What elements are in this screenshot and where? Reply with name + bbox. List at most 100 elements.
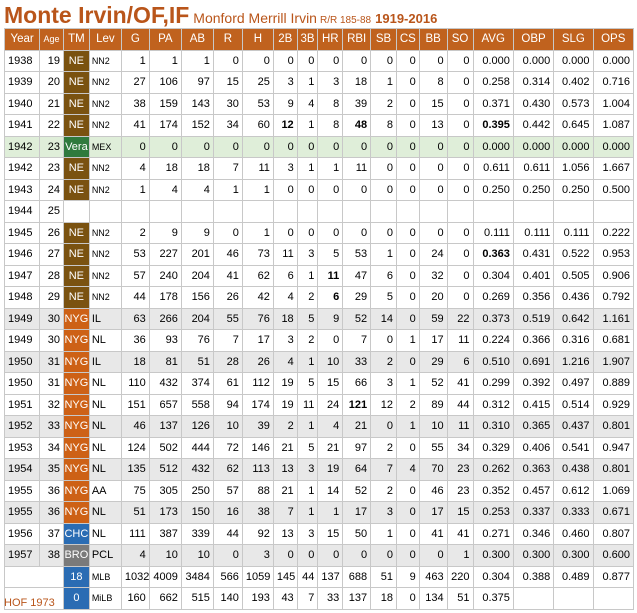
col-header-h[interactable]: H	[241, 28, 274, 51]
total-sb: 18	[370, 587, 397, 610]
team-badge[interactable]: NYG	[62, 436, 90, 459]
cell-obp: 0.356	[512, 286, 555, 309]
col-header-g[interactable]: G	[120, 28, 150, 51]
table-row: 1938 19 NE NN2 1 1 1 0 0 0 0 0 0 0 0 0 0 0.000 0.000 0.000 0…	[3, 49, 635, 72]
total-ab: 3484	[180, 565, 214, 588]
totals-row: 18 MLB 1032 4009 3484 566 1059 145 44 137 688 51 9 46…	[4, 565, 635, 588]
cell-hr: 1	[317, 501, 344, 524]
team-badge[interactable]: BRO	[62, 544, 90, 567]
team-badge[interactable]: NYG	[62, 372, 90, 395]
col-header-year[interactable]: Year	[3, 28, 41, 51]
team-badge[interactable]: NE	[62, 157, 90, 180]
team-badge[interactable]: NYG	[62, 415, 90, 438]
cell-hr	[317, 200, 344, 223]
cell-hr: 0	[317, 544, 344, 567]
col-header-3b[interactable]: 3B	[296, 28, 319, 51]
cell-g: 135	[120, 458, 150, 481]
team-badge[interactable]: NE	[62, 71, 90, 94]
cell-bb: 0	[418, 135, 448, 158]
totals-row: 0 MiLB 160 662 515 140 193 43 7 33 137 18 0 134 51 0.37…	[4, 587, 635, 610]
col-header-sb[interactable]: SB	[370, 28, 397, 51]
cell-slg: 0.316	[553, 329, 594, 352]
col-header-2b[interactable]: 2B	[272, 28, 298, 51]
cell-h: 3	[241, 544, 274, 567]
col-header-rbi[interactable]: RBI	[342, 28, 372, 51]
col-header-cs[interactable]: CS	[395, 28, 420, 51]
cell-hr: 3	[317, 71, 344, 94]
table-row: 1939 20 NE NN2 27 106 97 15 25 3 1 3 18 1 0 8 0 0.258 0.31…	[3, 71, 635, 94]
col-header-ab[interactable]: AB	[180, 28, 214, 51]
team-badge[interactable]: NE	[62, 114, 90, 137]
cell-year: 1942	[3, 135, 41, 158]
col-header-obp[interactable]: OBP	[512, 28, 555, 51]
cell-obp: 0.314	[512, 71, 555, 94]
team-badge[interactable]: NE	[62, 243, 90, 266]
col-header-pa[interactable]: PA	[148, 28, 182, 51]
col-header-bb[interactable]: BB	[418, 28, 448, 51]
team-badge[interactable]: NE	[62, 264, 90, 287]
cell-3b: 3	[296, 522, 319, 545]
cell-age: 29	[39, 286, 64, 309]
team-badge[interactable]: CHC	[62, 522, 90, 545]
cell-year: 1954	[3, 458, 41, 481]
cell-cs: 4	[395, 458, 420, 481]
col-header-so[interactable]: SO	[446, 28, 474, 51]
col-header-lev[interactable]: Lev	[88, 28, 122, 51]
team-badge[interactable]: NE	[62, 286, 90, 309]
cell-r: 0	[212, 135, 243, 158]
cell-g: 44	[120, 286, 150, 309]
cell-sb: 0	[370, 178, 397, 201]
col-header-slg[interactable]: SLG	[553, 28, 594, 51]
team-badge[interactable]: NYG	[62, 329, 90, 352]
team-badge[interactable]: NYG	[62, 307, 90, 330]
col-header-tm[interactable]: TM	[62, 28, 90, 51]
team-badge[interactable]: NYG	[62, 458, 90, 481]
cell-ops: 1.069	[592, 479, 635, 502]
col-header-r[interactable]: R	[212, 28, 243, 51]
cell-obp: 0.431	[512, 243, 555, 266]
cell-cs	[395, 200, 420, 223]
cell-pa: 174	[148, 114, 182, 137]
cell-age: 19	[39, 49, 64, 72]
cell-avg: 0.395	[472, 114, 514, 137]
team-badge[interactable]: NYG	[62, 479, 90, 502]
cell-ops: 0.792	[592, 286, 635, 309]
cell-ops: 0.906	[592, 264, 635, 287]
cell-rbi: 21	[342, 415, 372, 438]
cell-rbi: 0	[342, 544, 372, 567]
cell-cs: 0	[395, 114, 420, 137]
col-header-ops[interactable]: OPS	[592, 28, 635, 51]
cell-g: 63	[120, 307, 150, 330]
team-badge[interactable]: Vera	[62, 135, 90, 158]
cell-r: 10	[212, 415, 243, 438]
team-badge[interactable]: NYG	[62, 350, 90, 373]
team-badge[interactable]: NE	[62, 92, 90, 115]
cell-hr: 9	[317, 307, 344, 330]
stats-table: Year Age TM Lev G PA AB R H 2B 3B HR RBI SB CS BB SO AVG O…	[3, 28, 635, 610]
team-badge[interactable]: NYG	[62, 393, 90, 416]
cell-year: 1945	[3, 221, 41, 244]
cell-avg: 0.329	[472, 436, 514, 459]
cell-sb: 5	[370, 286, 397, 309]
cell-hr: 0	[317, 221, 344, 244]
cell-year: 1944	[3, 200, 41, 223]
col-header-hr[interactable]: HR	[317, 28, 344, 51]
cell-hr: 24	[317, 393, 344, 416]
col-header-age[interactable]: Age	[39, 28, 64, 51]
cell-ops: 1.161	[592, 307, 635, 330]
team-badge[interactable]: NE	[62, 221, 90, 244]
total-hr: 137	[317, 565, 344, 588]
team-badge[interactable]: NE	[62, 49, 90, 72]
cell-3b: 0	[296, 178, 319, 201]
table-row: 1950 31 NYG NL 110 432 374 61 112 19 5 15 66 3 1 52 41 0.…	[3, 372, 635, 395]
cell-pa: 502	[148, 436, 182, 459]
col-header-avg[interactable]: AVG	[472, 28, 514, 51]
cell-r: 26	[212, 286, 243, 309]
cell-obp: 0.000	[512, 135, 555, 158]
cell-3b: 1	[296, 350, 319, 373]
team-badge[interactable]: NE	[62, 178, 90, 201]
team-badge[interactable]: NYG	[62, 501, 90, 524]
cell-2b: 3	[272, 329, 298, 352]
table-row: 1947 28 NE NN2 57 240 204 41 62 6 1 11 47 6 0 32 0 0.304 0…	[3, 264, 635, 287]
cell-g: 4	[120, 544, 150, 567]
